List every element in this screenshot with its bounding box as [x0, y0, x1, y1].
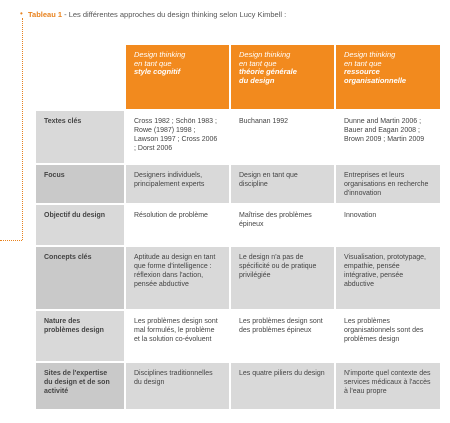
column-header: Design thinking en tant que théorie géné… — [229, 45, 334, 109]
column-header: Design thinking en tant que ressource or… — [334, 45, 440, 109]
table-cell: Innovation — [334, 203, 440, 245]
row-label: Focus — [36, 163, 124, 203]
table-cell: Les problèmes organisationnels sont des … — [334, 309, 440, 361]
header-line: du design — [239, 75, 275, 85]
table-cell: Les problèmes design sont des problèmes … — [229, 309, 334, 361]
table-cell: Le design n'a pas de spécificité ou de p… — [229, 245, 334, 309]
table-row: Concepts clés Aptitude au design en tant… — [36, 245, 440, 309]
header-line: ressource — [344, 67, 380, 76]
caption-title: Tableau 1 — [28, 10, 63, 19]
header-corner — [36, 45, 124, 109]
table-row: Nature des problèmes design Les problème… — [36, 309, 440, 361]
caption-bullet: • — [20, 9, 23, 18]
table-cell: Visualisation, prototypage, empathie, pe… — [334, 245, 440, 309]
header-line: théorie générale — [239, 67, 297, 76]
comparison-table: Design thinking en tant que style cognit… — [36, 45, 440, 409]
table-row: Textes clés Cross 1982 ; Schön 1983 ; Ro… — [36, 109, 440, 163]
table-row: Sites de l'expertise du design et de son… — [36, 361, 440, 409]
row-label: Sites de l'expertise du design et de son… — [36, 361, 124, 409]
table-row: Focus Designers individuels, principalem… — [36, 163, 440, 203]
header-line: en tant que — [134, 58, 172, 68]
table-cell: Design en tant que discipline — [229, 163, 334, 203]
table-cell: Les quatre piliers du design — [229, 361, 334, 409]
table-cell: N'importe quel contexte des services méd… — [334, 361, 440, 409]
caption-text: - Les différentes approches du design th… — [62, 10, 287, 19]
table-cell: Dunne and Martin 2006 ; Bauer and Eagan … — [334, 109, 440, 163]
table-cell: Designers individuels, principalement ex… — [124, 163, 229, 203]
header-line: en tant que — [239, 58, 277, 68]
table-cell: Maîtrise des problèmes épineux — [229, 203, 334, 245]
table-cell: Cross 1982 ; Schön 1983 ; Rowe (1987) 19… — [124, 109, 229, 163]
table-caption: • Tableau 1 - Les différentes approches … — [20, 9, 287, 19]
header-line: en tant que — [344, 58, 382, 68]
row-label: Concepts clés — [36, 245, 124, 309]
header-line: organisationnelle — [344, 75, 407, 85]
table-cell: Résolution de problème — [124, 203, 229, 245]
table-cell: Buchanan 1992 — [229, 109, 334, 163]
header-line: style cognitif — [134, 67, 181, 76]
column-header: Design thinking en tant que style cognit… — [124, 45, 229, 109]
row-label: Objectif du design — [36, 203, 124, 245]
table-cell: Entreprises et leurs organisations en re… — [334, 163, 440, 203]
table-row: Objectif du design Résolution de problèm… — [36, 203, 440, 245]
table-cell: Les problèmes design sont mal formulés, … — [124, 309, 229, 361]
dotted-guide-vertical — [22, 18, 23, 240]
header-row: Design thinking en tant que style cognit… — [36, 45, 440, 109]
table-cell: Disciplines traditionnelles du design — [124, 361, 229, 409]
table-cell: Aptitude au design en tant que forme d'i… — [124, 245, 229, 309]
header-line: Design thinking — [134, 50, 186, 59]
dotted-guide-horizontal — [0, 240, 22, 241]
header-line: Design thinking — [344, 50, 396, 59]
header-line: Design thinking — [239, 50, 291, 59]
row-label: Textes clés — [36, 109, 124, 163]
row-label: Nature des problèmes design — [36, 309, 124, 361]
